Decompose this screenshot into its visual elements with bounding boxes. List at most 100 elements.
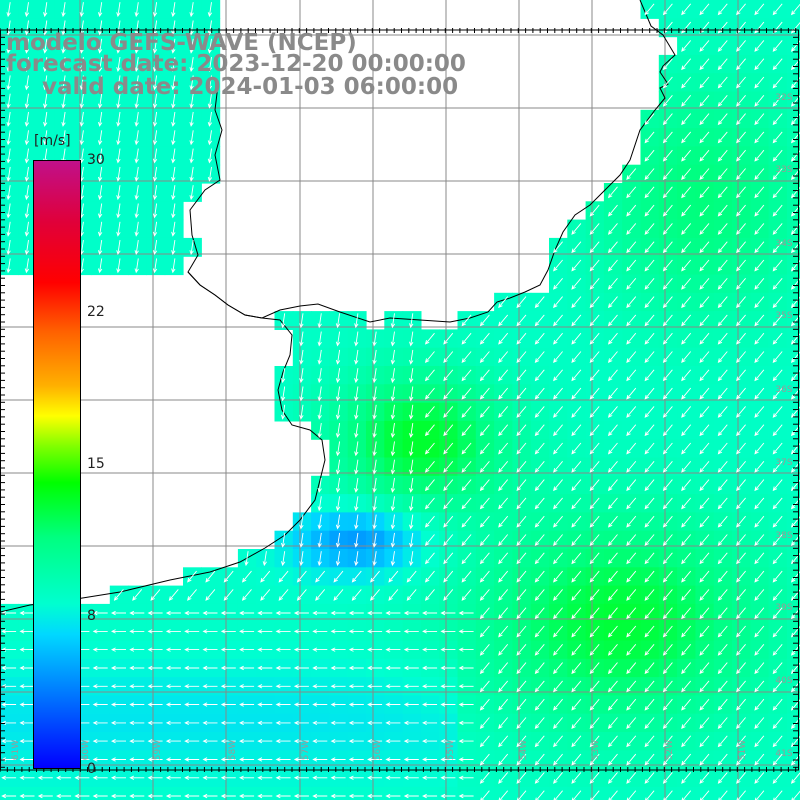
wind-speed-cell xyxy=(786,768,800,788)
wind-arrow xyxy=(626,753,637,766)
wind-arrow xyxy=(699,58,710,71)
wind-arrow xyxy=(293,738,309,744)
wind-arrow xyxy=(553,479,563,492)
wind-arrow xyxy=(110,610,126,616)
wind-arrow xyxy=(293,665,309,671)
wind-arrow xyxy=(681,552,692,565)
wind-arrow xyxy=(662,607,673,620)
wind-arrow xyxy=(171,166,176,182)
wind-arrow xyxy=(534,644,545,656)
wind-arrow xyxy=(330,610,346,616)
wind-arrow xyxy=(717,406,728,418)
wind-arrow xyxy=(24,185,30,201)
wind-arrow xyxy=(717,753,728,766)
wind-arrow xyxy=(736,424,746,437)
wind-arrow xyxy=(24,130,30,146)
wind-arrow xyxy=(699,607,710,620)
wind-arrow xyxy=(717,698,728,711)
wind-arrow xyxy=(534,625,545,638)
wind-arrow xyxy=(260,589,271,601)
wind-arrow xyxy=(699,113,710,126)
wind-arrow xyxy=(385,793,401,799)
wind-arrow xyxy=(257,610,273,616)
wind-arrow xyxy=(736,369,746,382)
wind-speed-cell xyxy=(146,786,166,800)
wind-arrow xyxy=(220,702,236,707)
wind-arrow xyxy=(516,515,527,528)
longitude-label: 52W xyxy=(665,740,675,760)
wind-arrow xyxy=(202,702,218,707)
wind-arrow xyxy=(589,241,600,254)
wind-arrow xyxy=(424,497,435,510)
wind-arrow xyxy=(717,625,728,638)
wind-arrow xyxy=(330,738,346,744)
wind-arrow xyxy=(239,610,255,616)
wind-arrow xyxy=(390,514,396,530)
wind-arrow xyxy=(607,717,618,729)
wind-speed-cell xyxy=(786,347,800,367)
wind-arrow xyxy=(403,738,419,744)
wind-arrow xyxy=(681,625,692,638)
wind-arrow xyxy=(790,424,800,437)
wind-arrow xyxy=(662,552,673,565)
wind-arrow xyxy=(754,680,765,693)
wind-arrow xyxy=(97,166,103,182)
wind-arrow xyxy=(754,113,765,126)
wind-arrow xyxy=(662,259,673,272)
wind-arrow xyxy=(479,406,490,418)
wind-arrow xyxy=(257,647,273,652)
wind-arrow xyxy=(681,479,692,492)
wind-arrow xyxy=(134,148,139,164)
wind-arrow xyxy=(571,479,582,492)
wind-arrow xyxy=(662,278,673,290)
wind-arrow xyxy=(424,424,435,437)
wind-arrow xyxy=(699,717,710,729)
wind-arrow xyxy=(92,738,108,744)
wind-speed-cell xyxy=(109,786,129,800)
wind-arrow xyxy=(644,131,655,144)
wind-speed-cell xyxy=(622,786,642,800)
wind-arrow xyxy=(790,76,800,89)
wind-arrow xyxy=(790,442,800,455)
wind-arrow xyxy=(534,717,545,729)
wind-arrow xyxy=(37,775,53,780)
wind-arrow xyxy=(317,496,322,512)
wind-arrow xyxy=(317,313,322,329)
wind-arrow xyxy=(6,111,11,127)
wind-arrow xyxy=(516,497,527,510)
wind-arrow xyxy=(662,424,673,437)
wind-arrow xyxy=(553,607,563,620)
wind-arrow xyxy=(626,680,637,693)
wind-arrow xyxy=(354,368,359,384)
wind-arrow xyxy=(626,314,637,327)
wind-speed-cell xyxy=(567,786,587,800)
wind-arrow xyxy=(403,720,419,726)
title-model: modelo GEFS-WAVE (NCEP) xyxy=(6,30,357,56)
wind-arrow xyxy=(92,775,108,780)
wind-arrow xyxy=(202,647,218,652)
wind-arrow xyxy=(754,534,765,546)
wind-arrow xyxy=(553,589,563,601)
wind-arrow xyxy=(257,665,273,671)
wind-arrow xyxy=(165,702,181,707)
wind-arrow xyxy=(129,793,145,799)
wind-arrow xyxy=(662,570,673,583)
wind-arrow xyxy=(681,735,692,748)
wind-arrow xyxy=(717,3,728,16)
wind-arrow xyxy=(772,95,783,107)
wind-arrow xyxy=(717,644,728,656)
wind-arrow xyxy=(207,148,213,164)
wind-arrow xyxy=(662,3,673,16)
wind-arrow xyxy=(257,757,273,762)
wind-arrow xyxy=(330,720,346,726)
wind-arrow xyxy=(479,424,490,437)
wind-arrow xyxy=(699,351,710,363)
wind-arrow xyxy=(626,589,637,601)
wind-arrow xyxy=(662,369,673,382)
wind-arrow xyxy=(736,515,746,528)
wind-arrow xyxy=(129,665,145,671)
wind-arrow xyxy=(736,113,746,126)
wind-arrow xyxy=(275,684,291,689)
wind-arrow xyxy=(571,717,582,729)
wind-arrow xyxy=(754,168,765,180)
